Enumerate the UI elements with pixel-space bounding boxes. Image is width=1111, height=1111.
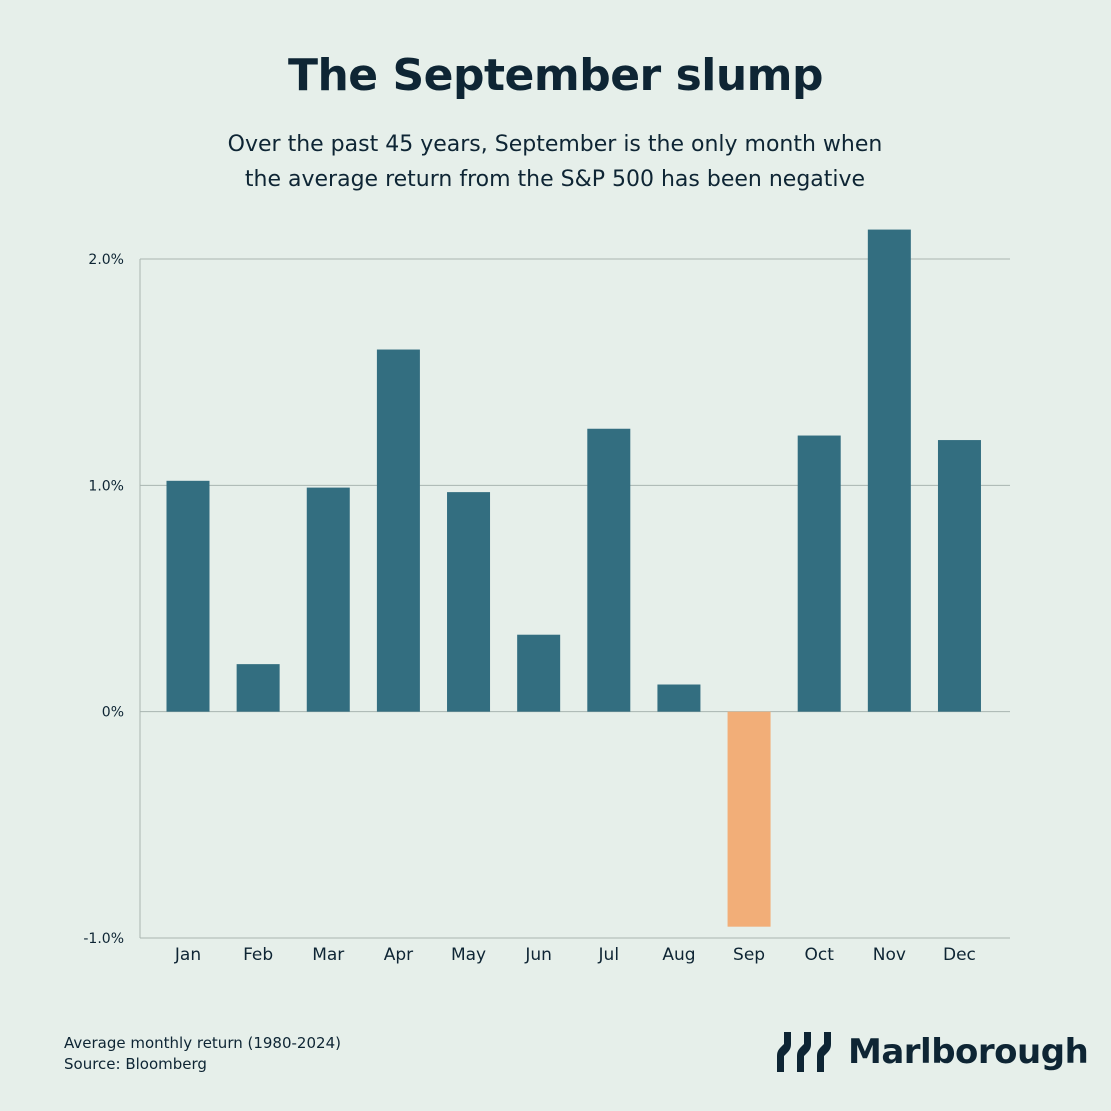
bar (166, 480, 210, 712)
y-tick-label: -1.0% (83, 931, 124, 947)
subtitle-line-2: the average return from the S&P 500 has … (244, 167, 866, 192)
bar (727, 711, 771, 927)
bar (306, 487, 350, 712)
bar (587, 428, 631, 712)
x-tick-label: Oct (804, 945, 834, 965)
x-tick-label: May (451, 945, 486, 965)
brand-name: Marlborough (848, 1032, 1089, 1072)
y-tick-label: 1.0% (88, 478, 124, 494)
y-tick-label: 2.0% (88, 252, 124, 268)
x-tick-label: Jan (174, 945, 201, 965)
x-tick-label: Feb (243, 945, 273, 965)
marlborough-logo: Marlborough (774, 1030, 1089, 1074)
footnote: Average monthly return (1980-2024) Sourc… (64, 1033, 341, 1075)
bar (657, 684, 701, 712)
x-tick-label: Dec (943, 945, 976, 965)
bar (797, 435, 841, 712)
bar (867, 229, 911, 712)
bar (447, 492, 491, 712)
subtitle-line-1: Over the past 45 years, September is the… (227, 132, 883, 157)
marlborough-logo-icon (777, 1032, 831, 1072)
x-tick-label: Apr (384, 945, 413, 965)
x-tick-label: Aug (662, 945, 695, 965)
footnote-period: Average monthly return (1980-2024) (64, 1034, 341, 1052)
y-tick-label: 0% (102, 705, 124, 721)
bar (376, 349, 420, 712)
footnote-source: Source: Bloomberg (64, 1055, 207, 1073)
bar (236, 664, 280, 712)
x-tick-label: Sep (733, 945, 765, 965)
chart-title: The September slump (287, 50, 824, 101)
bar (517, 634, 561, 712)
x-tick-label: Nov (873, 945, 906, 965)
bar (937, 440, 981, 712)
chart-subtitle: Over the past 45 years, September is the… (155, 127, 955, 197)
x-tick-label: Mar (312, 945, 344, 965)
x-tick-label: Jul (598, 945, 620, 965)
x-tick-label: Jun (524, 945, 552, 965)
